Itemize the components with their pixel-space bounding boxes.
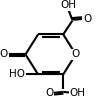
Text: HO: HO bbox=[9, 69, 25, 79]
Text: OH: OH bbox=[60, 0, 76, 10]
Text: O: O bbox=[45, 88, 53, 98]
Text: O: O bbox=[0, 49, 8, 59]
Text: O: O bbox=[72, 49, 80, 59]
Text: OH: OH bbox=[70, 88, 86, 98]
Text: O: O bbox=[83, 14, 91, 24]
